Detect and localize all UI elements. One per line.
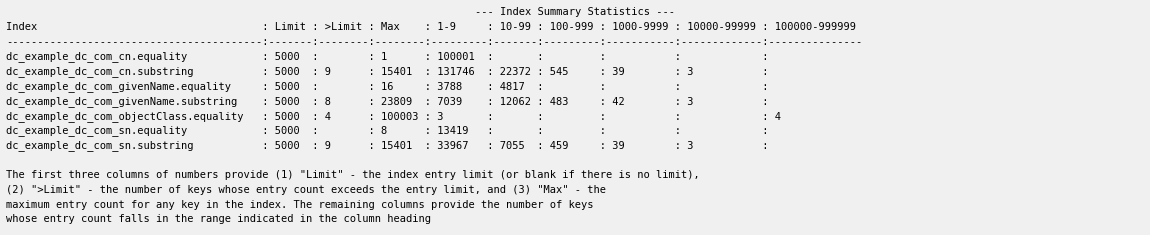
Text: dc_example_dc_com_givenName.substring    : 5000  : 8      : 23809  : 7039    : 1: dc_example_dc_com_givenName.substring : … — [6, 96, 768, 107]
Text: dc_example_dc_com_cn.substring           : 5000  : 9      : 15401  : 131746  : 2: dc_example_dc_com_cn.substring : 5000 : … — [6, 66, 768, 77]
Text: -----------------------------------------:-------:--------:--------:---------:--: ----------------------------------------… — [6, 37, 862, 47]
Text: dc_example_dc_com_cn.equality            : 5000  :        : 1      : 100001  :  : dc_example_dc_com_cn.equality : 5000 : :… — [6, 51, 768, 62]
Text: Index                                    : Limit : >Limit : Max    : 1-9     : 1: Index : Limit : >Limit : Max : 1-9 : 1 — [6, 22, 856, 32]
Text: whose entry count falls in the range indicated in the column heading: whose entry count falls in the range ind… — [6, 214, 431, 224]
Text: dc_example_dc_com_sn.equality            : 5000  :        : 8      : 13419   :  : dc_example_dc_com_sn.equality : 5000 : :… — [6, 125, 768, 136]
Text: dc_example_dc_com_objectClass.equality   : 5000  : 4      : 100003 : 3       :  : dc_example_dc_com_objectClass.equality :… — [6, 111, 781, 121]
Text: maximum entry count for any key in the index. The remaining columns provide the : maximum entry count for any key in the i… — [6, 200, 593, 210]
Text: --- Index Summary Statistics ---: --- Index Summary Statistics --- — [475, 7, 675, 17]
Text: The first three columns of numbers provide (1) "Limit" - the index entry limit (: The first three columns of numbers provi… — [6, 170, 699, 180]
Text: dc_example_dc_com_sn.substring           : 5000  : 9      : 15401  : 33967   : 7: dc_example_dc_com_sn.substring : 5000 : … — [6, 140, 768, 151]
Text: (2) ">Limit" - the number of keys whose entry count exceeds the entry limit, and: (2) ">Limit" - the number of keys whose … — [6, 185, 606, 195]
Text: dc_example_dc_com_givenName.equality     : 5000  :        : 16     : 3788    : 4: dc_example_dc_com_givenName.equality : 5… — [6, 81, 768, 92]
